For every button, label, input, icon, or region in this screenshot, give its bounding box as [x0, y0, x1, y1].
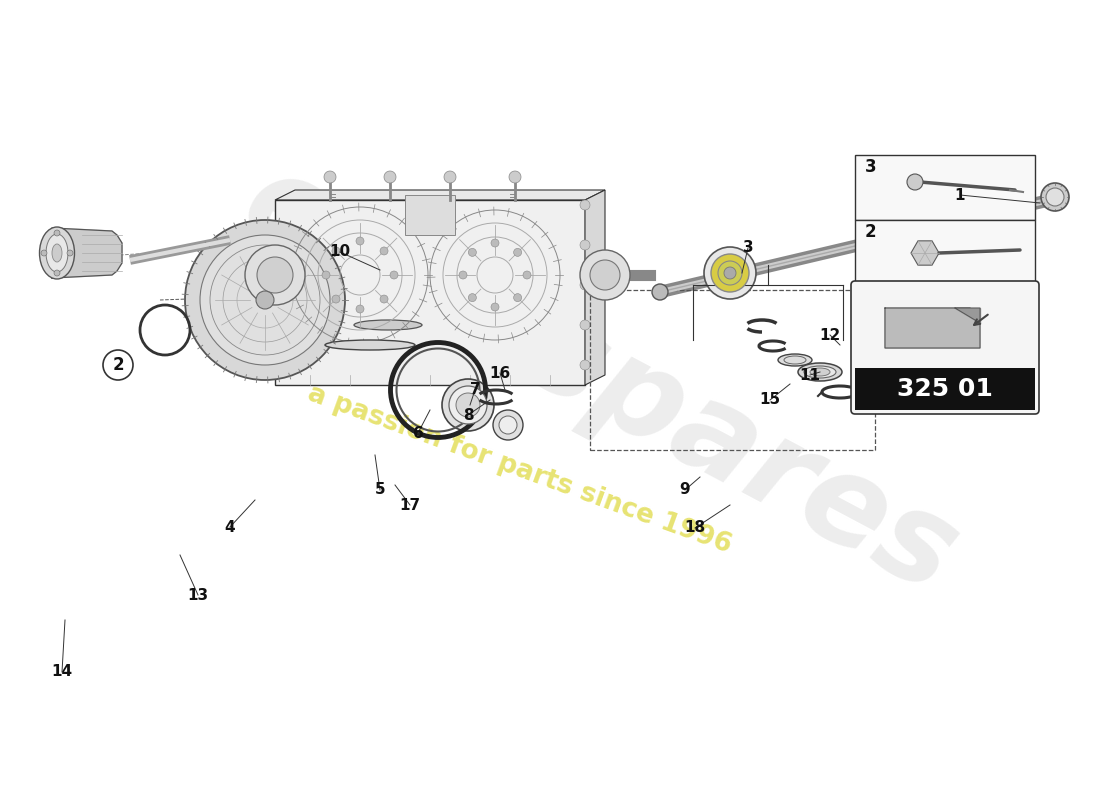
Ellipse shape: [200, 235, 330, 365]
Circle shape: [390, 271, 398, 279]
Circle shape: [379, 295, 388, 303]
Bar: [590, 290, 874, 450]
Text: 11: 11: [800, 367, 821, 382]
Polygon shape: [911, 241, 939, 265]
Ellipse shape: [718, 261, 743, 285]
Circle shape: [580, 240, 590, 250]
Polygon shape: [585, 190, 605, 385]
Text: 2: 2: [112, 356, 124, 374]
Polygon shape: [275, 190, 605, 200]
Ellipse shape: [798, 363, 842, 381]
Polygon shape: [52, 228, 122, 278]
Circle shape: [491, 239, 499, 247]
Ellipse shape: [442, 379, 494, 431]
Circle shape: [509, 171, 521, 183]
Bar: [855, 220, 1035, 285]
Bar: [855, 368, 1035, 410]
Text: 1: 1: [955, 187, 966, 202]
Text: 14: 14: [52, 665, 73, 679]
Text: eurospares: eurospares: [222, 141, 977, 619]
Bar: [855, 155, 1035, 220]
Text: 5: 5: [375, 482, 385, 498]
Text: 9: 9: [680, 482, 691, 498]
Bar: [405, 195, 455, 235]
Ellipse shape: [449, 386, 487, 424]
Ellipse shape: [711, 254, 749, 292]
Ellipse shape: [804, 366, 836, 378]
Circle shape: [444, 171, 456, 183]
Ellipse shape: [456, 393, 480, 417]
Text: a passion for parts since 1996: a passion for parts since 1996: [305, 381, 736, 559]
Ellipse shape: [324, 340, 415, 350]
Text: 7: 7: [470, 382, 481, 398]
Text: 8: 8: [463, 407, 473, 422]
Text: 13: 13: [187, 587, 209, 602]
Circle shape: [54, 270, 60, 276]
Text: 4: 4: [224, 519, 235, 534]
Circle shape: [580, 250, 630, 300]
Circle shape: [522, 271, 531, 279]
Circle shape: [514, 248, 521, 256]
Ellipse shape: [908, 174, 923, 190]
Circle shape: [332, 247, 340, 255]
Text: 3: 3: [742, 241, 754, 255]
Circle shape: [580, 200, 590, 210]
Circle shape: [459, 271, 468, 279]
Ellipse shape: [493, 410, 522, 440]
Circle shape: [514, 294, 521, 302]
Ellipse shape: [704, 247, 756, 299]
Text: 6: 6: [412, 426, 424, 441]
Ellipse shape: [810, 368, 830, 376]
FancyBboxPatch shape: [851, 281, 1040, 414]
Text: 2: 2: [865, 223, 877, 241]
Circle shape: [356, 237, 364, 245]
Circle shape: [41, 250, 47, 256]
Text: 12: 12: [820, 327, 840, 342]
Polygon shape: [955, 308, 980, 323]
Circle shape: [103, 350, 133, 380]
Circle shape: [580, 280, 590, 290]
Ellipse shape: [724, 267, 736, 279]
Ellipse shape: [354, 320, 422, 330]
Text: 16: 16: [490, 366, 510, 381]
Text: 15: 15: [759, 393, 781, 407]
Ellipse shape: [652, 284, 668, 300]
Circle shape: [245, 245, 305, 305]
Circle shape: [469, 248, 476, 256]
Circle shape: [590, 260, 620, 290]
Circle shape: [469, 294, 476, 302]
Text: 17: 17: [399, 498, 420, 513]
Circle shape: [322, 271, 330, 279]
Ellipse shape: [46, 234, 68, 272]
Circle shape: [580, 320, 590, 330]
Circle shape: [356, 305, 364, 313]
Text: 325 01: 325 01: [898, 377, 993, 401]
Circle shape: [379, 247, 388, 255]
Circle shape: [580, 360, 590, 370]
Polygon shape: [275, 200, 585, 385]
Ellipse shape: [778, 354, 812, 366]
Ellipse shape: [52, 244, 62, 262]
Circle shape: [332, 295, 340, 303]
Text: 18: 18: [684, 521, 705, 535]
Text: 10: 10: [329, 245, 351, 259]
Circle shape: [491, 303, 499, 311]
Ellipse shape: [40, 227, 75, 279]
Circle shape: [257, 257, 293, 293]
Circle shape: [67, 250, 73, 256]
Circle shape: [384, 171, 396, 183]
Text: 3: 3: [865, 158, 877, 176]
Circle shape: [324, 171, 336, 183]
Ellipse shape: [1046, 188, 1064, 206]
Ellipse shape: [499, 416, 517, 434]
Ellipse shape: [1041, 183, 1069, 211]
Polygon shape: [886, 308, 980, 348]
Ellipse shape: [185, 220, 345, 380]
Circle shape: [54, 230, 60, 236]
Ellipse shape: [256, 291, 274, 309]
